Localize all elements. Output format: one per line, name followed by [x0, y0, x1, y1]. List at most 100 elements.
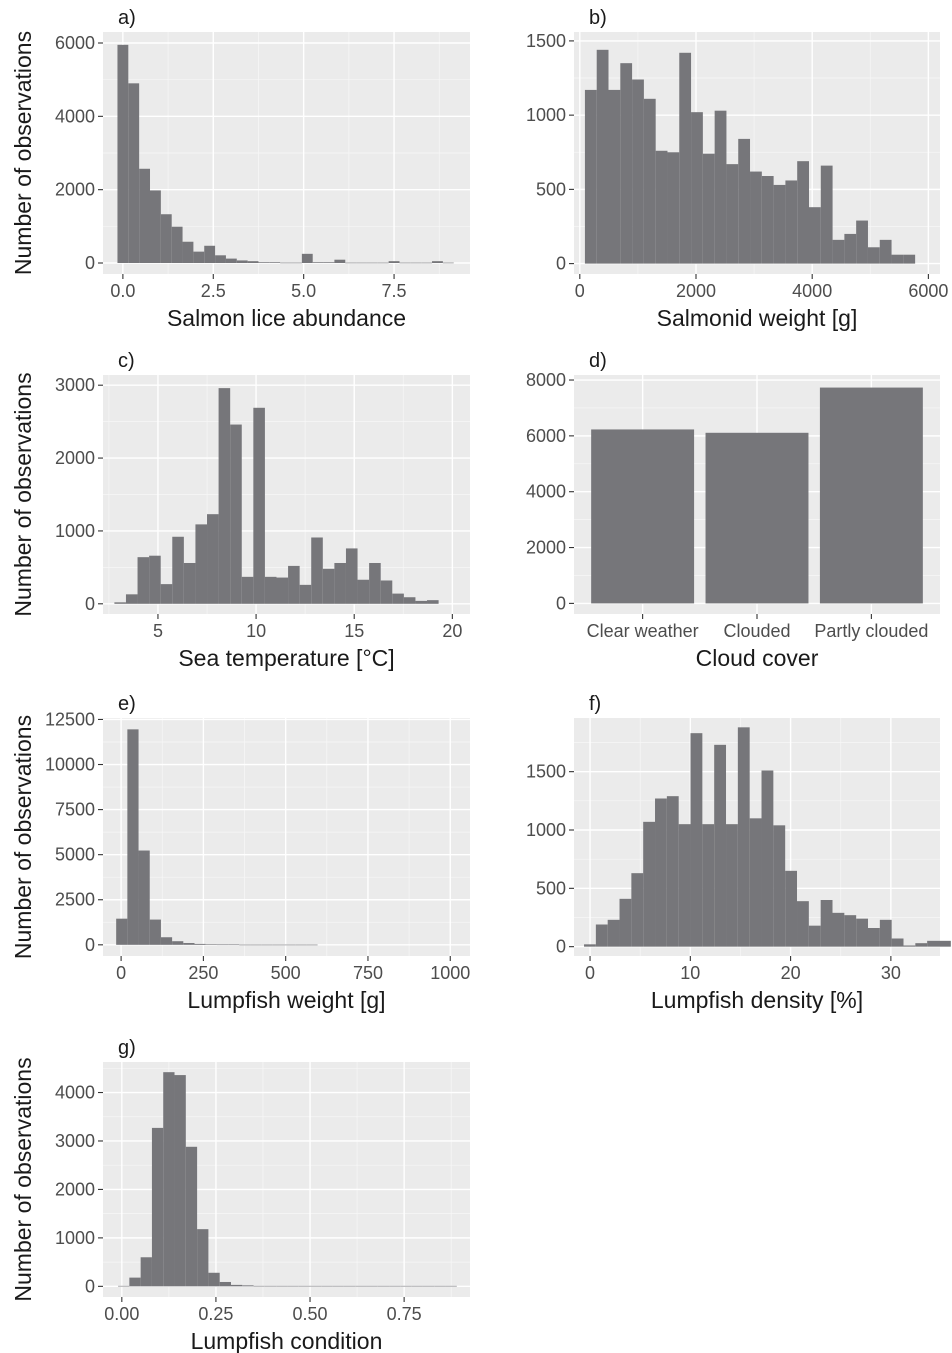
bar: [276, 577, 289, 604]
y-axis-title: Number of observations: [10, 372, 36, 616]
y-tick-label: 4000: [526, 482, 566, 502]
bar: [261, 944, 273, 946]
bar: [151, 1127, 164, 1287]
bar: [820, 165, 833, 264]
y-tick-label: 1000: [526, 105, 566, 125]
x-tick-label: Partly clouded: [814, 621, 928, 641]
bar: [264, 576, 277, 604]
bar: [205, 944, 217, 945]
bar: [291, 262, 302, 264]
bar: [891, 254, 904, 264]
bar: [366, 1285, 378, 1287]
bar: [138, 850, 150, 945]
bar: [295, 944, 307, 946]
y-tick-label: 2500: [55, 890, 95, 910]
bar: [242, 1285, 254, 1287]
x-tick-label: 1000: [430, 963, 470, 983]
bar: [750, 171, 762, 264]
bar: [584, 89, 597, 264]
panel-tag: e): [118, 693, 136, 715]
x-tick-label: 0.75: [387, 1304, 422, 1324]
bar: [655, 798, 667, 947]
x-tick-label: 30: [881, 963, 901, 983]
bar: [163, 1072, 175, 1287]
y-tick-label: 12500: [45, 709, 95, 729]
bar: [160, 214, 172, 263]
panel-tag: b): [589, 7, 607, 29]
bar: [355, 1285, 367, 1287]
bar: [241, 576, 254, 604]
y-tick-label: 2000: [55, 448, 95, 468]
x-tick-label: 0.0: [110, 281, 135, 301]
bar: [432, 261, 443, 263]
bar: [228, 944, 240, 946]
bar: [195, 524, 208, 604]
bar: [357, 579, 370, 604]
bar: [288, 565, 300, 604]
bar: [403, 597, 416, 604]
bar: [632, 79, 644, 264]
panel-3: 0 2000 4000 6000 8000 Clear weather Clouded Par…: [526, 350, 940, 671]
bar: [879, 919, 892, 947]
bar: [128, 83, 140, 263]
bar: [422, 1285, 435, 1287]
panel-tag: a): [118, 7, 136, 29]
y-tick-label: 0: [85, 594, 95, 614]
bar: [280, 262, 292, 264]
bar: [643, 821, 656, 947]
bar: [334, 259, 346, 263]
bar: [591, 429, 695, 604]
panel-4: 0 2500 5000 7500 10000 12500 0 250 500 750 1000 Lum…: [10, 693, 470, 1013]
x-tick-label: 0: [575, 281, 585, 301]
bar: [377, 262, 389, 264]
bar: [230, 424, 242, 604]
bar: [607, 919, 620, 947]
y-tick-label: 2000: [526, 538, 566, 558]
bar: [773, 184, 786, 264]
bar: [377, 1285, 390, 1287]
bar: [938, 940, 951, 947]
bar: [194, 943, 206, 945]
bar: [250, 944, 262, 946]
bar: [832, 239, 845, 264]
bar: [183, 943, 195, 945]
bar: [310, 1285, 322, 1287]
bar: [666, 796, 679, 947]
bar: [127, 729, 139, 945]
bar: [312, 262, 324, 263]
y-tick-label: 8000: [526, 370, 566, 390]
y-tick-label: 3000: [55, 375, 95, 395]
bar: [284, 944, 296, 946]
bar: [667, 152, 680, 264]
y-tick-label: 500: [536, 179, 566, 199]
x-tick-label: 5.0: [291, 281, 316, 301]
bar: [399, 262, 411, 264]
bar: [631, 873, 644, 947]
panel-tag: c): [118, 350, 135, 372]
bar: [129, 1277, 141, 1287]
bar: [427, 600, 439, 604]
x-tick-label: 0: [585, 963, 595, 983]
x-tick-label: 20: [442, 621, 462, 641]
y-tick-label: 0: [85, 253, 95, 273]
bar: [392, 593, 404, 604]
bar: [903, 254, 916, 264]
x-tick-label: 2.5: [201, 281, 226, 301]
y-tick-label: 0: [556, 937, 566, 957]
bar: [891, 938, 904, 947]
bar: [322, 568, 335, 604]
y-tick-label: 500: [536, 878, 566, 898]
bar: [272, 944, 285, 946]
bar: [160, 937, 173, 945]
y-tick-label: 6000: [526, 426, 566, 446]
x-tick-label: 20: [781, 963, 801, 983]
bar: [125, 594, 138, 604]
x-tick-label: 7.5: [382, 281, 407, 301]
bar: [867, 247, 880, 264]
x-axis-title: Lumpfish weight [g]: [187, 987, 385, 1013]
y-axis-title: Number of observations: [10, 1057, 36, 1301]
bar: [321, 1285, 333, 1287]
bar: [366, 262, 378, 264]
bar: [773, 825, 786, 947]
bar: [903, 945, 916, 947]
